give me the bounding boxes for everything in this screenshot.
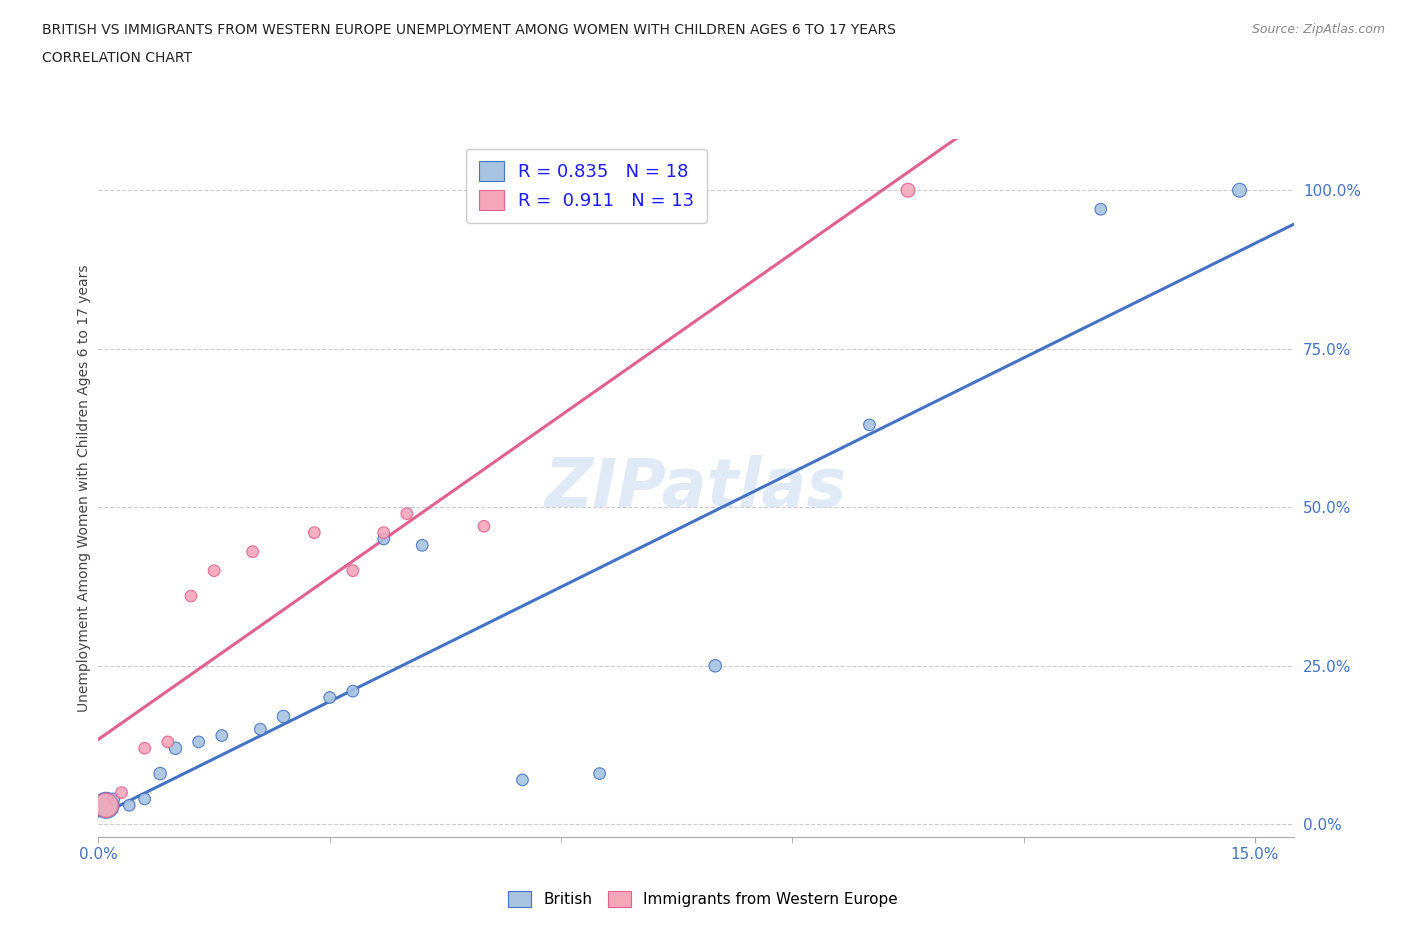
Point (1090, 202, 1112, 217)
Text: Source: ZipAtlas.com: Source: ZipAtlas.com (1251, 23, 1385, 36)
Point (110, 785, 132, 800)
Point (342, 684, 364, 698)
Point (319, 690, 342, 705)
Point (118, 798, 141, 813)
Point (242, 544, 264, 559)
Point (858, 418, 880, 432)
Point (411, 538, 433, 552)
Text: BRITISH VS IMMIGRANTS FROM WESTERN EUROPE UNEMPLOYMENT AMONG WOMEN WITH CHILDREN: BRITISH VS IMMIGRANTS FROM WESTERN EUROP… (42, 23, 896, 37)
Point (395, 506, 418, 521)
Point (273, 709, 295, 724)
Point (1229, 183, 1251, 198)
Point (103, 791, 125, 806)
Point (472, 519, 495, 534)
Point (202, 564, 225, 578)
Point (373, 532, 395, 547)
Point (187, 735, 209, 750)
Point (304, 525, 326, 540)
Point (149, 766, 172, 781)
Legend: British, Immigrants from Western Europe: British, Immigrants from Western Europe (502, 884, 904, 913)
Point (211, 728, 233, 743)
Point (342, 564, 364, 578)
Point (704, 658, 727, 673)
Point (897, 183, 920, 198)
Point (165, 741, 187, 756)
Point (94, 798, 117, 813)
Point (134, 741, 156, 756)
Text: CORRELATION CHART: CORRELATION CHART (42, 51, 193, 65)
Point (156, 735, 179, 750)
Text: ZIPatlas: ZIPatlas (546, 456, 846, 521)
Point (94, 798, 117, 813)
Point (588, 766, 610, 781)
Point (134, 791, 156, 806)
Point (512, 773, 534, 788)
Point (249, 722, 271, 737)
Point (373, 525, 395, 540)
Y-axis label: Unemployment Among Women with Children Ages 6 to 17 years: Unemployment Among Women with Children A… (77, 264, 91, 712)
Legend: R = 0.835   N = 18, R =  0.911   N = 13: R = 0.835 N = 18, R = 0.911 N = 13 (465, 149, 707, 222)
Point (180, 589, 202, 604)
